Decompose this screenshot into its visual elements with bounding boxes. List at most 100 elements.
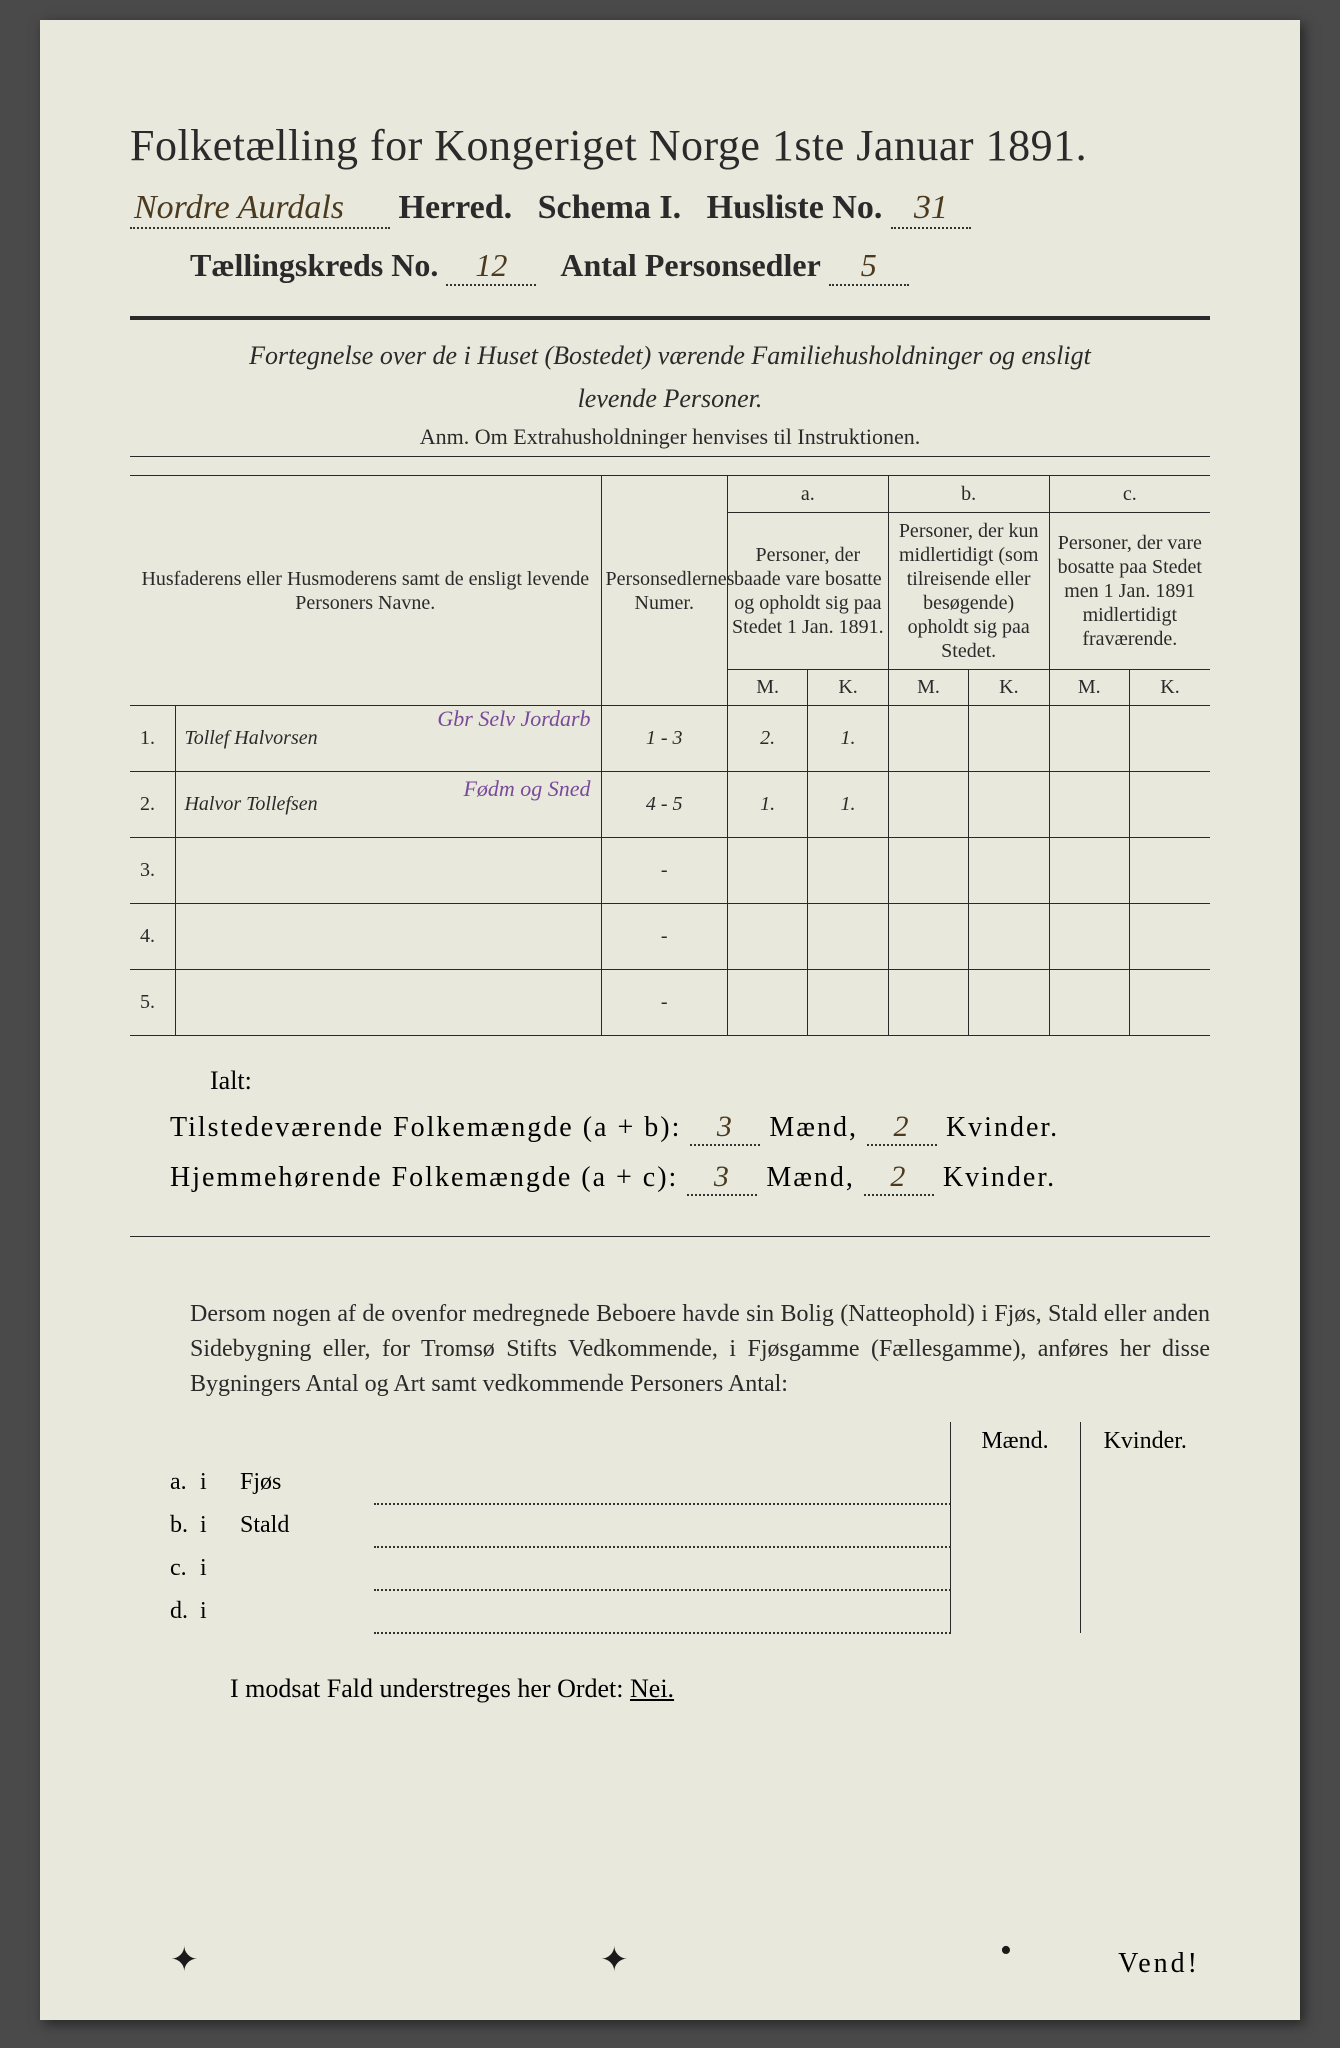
table-row: 1.Tollef HalvorsenGbr Selv Jordarb1 - 32…: [130, 706, 1210, 772]
row-b-m: [888, 772, 968, 838]
header-line-1: Nordre Aurdals Herred. Schema I. Huslist…: [130, 189, 1210, 229]
fortegnelse-2: levende Personer.: [130, 381, 1210, 416]
col-c-k: K.: [1129, 670, 1210, 706]
husliste-no: 31: [891, 189, 971, 229]
rule-thick: [130, 316, 1210, 320]
row-num: 5.: [130, 970, 176, 1036]
tick-mark: ✦: [170, 1940, 199, 1980]
fjos-dots: [374, 1461, 950, 1504]
row-c-m: [1049, 970, 1129, 1036]
herred-label: Herred.: [399, 189, 513, 226]
fjos-row: d.i: [130, 1590, 1210, 1633]
tot-maend-2: Mænd,: [766, 1162, 855, 1193]
fjos-letter: c.: [130, 1547, 194, 1590]
table-row: 2.Halvor TollefsenFødm og Sned4 - 51.1.: [130, 772, 1210, 838]
row-a-k: [808, 970, 888, 1036]
row-name: [176, 838, 601, 904]
fjos-type: [234, 1547, 374, 1590]
row-c-k: [1129, 904, 1210, 970]
fjos-k: [1080, 1547, 1210, 1590]
col-c-text: Personer, der vare bosatte paa Stedet me…: [1049, 513, 1210, 670]
col-b-k: K.: [969, 670, 1049, 706]
row-c-m: [1049, 838, 1129, 904]
tick-mark: •: [1000, 1932, 1012, 1970]
fjos-m: [950, 1504, 1080, 1547]
row-num: 2.: [130, 772, 176, 838]
kreds-no: 12: [446, 247, 536, 286]
col-b-label: b.: [888, 476, 1049, 513]
fjos-type: [234, 1590, 374, 1633]
rule-thin: [130, 456, 1210, 457]
fortegnelse-1: Fortegnelse over de i Huset (Bostedet) v…: [130, 338, 1210, 373]
col-name-text: Husfaderens eller Husmoderens samt de en…: [141, 568, 589, 614]
vend-label: Vend!: [1118, 1948, 1200, 1980]
col-a-k: K.: [808, 670, 888, 706]
fjos-m: [950, 1590, 1080, 1633]
col-c-label: c.: [1049, 476, 1210, 513]
fjos-m: [950, 1547, 1080, 1590]
row-c-m: [1049, 772, 1129, 838]
row-b-k: [969, 970, 1049, 1036]
row-a-m: [727, 904, 807, 970]
total-line-2: Hjemmehørende Folkemængde (a + c): 3 Mæn…: [130, 1160, 1210, 1196]
row-c-k: [1129, 838, 1210, 904]
row-b-k: [969, 904, 1049, 970]
row-c-k: [1129, 706, 1210, 772]
schema-label: Schema I.: [538, 189, 682, 226]
modsat-nei: Nei.: [630, 1674, 674, 1703]
paragraph-fjos: Dersom nogen af de ovenfor medregnede Be…: [130, 1297, 1210, 1401]
fjos-row: c.i: [130, 1547, 1210, 1590]
fjos-row: a.iFjøs: [130, 1461, 1210, 1504]
header-line-2: Tællingskreds No. 12 Antal Personsedler …: [130, 247, 1210, 286]
total-line-1: Tilstedeværende Folkemængde (a + b): 3 M…: [130, 1110, 1210, 1146]
row-b-k: [969, 772, 1049, 838]
fjos-table: Mænd. Kvinder. a.iFjøsb.iStaldc.id.i: [130, 1422, 1210, 1634]
tot-maend-1: Mænd,: [769, 1112, 858, 1143]
fjos-i: i: [194, 1547, 234, 1590]
col-c-m: M.: [1049, 670, 1129, 706]
col-a-label: a.: [727, 476, 888, 513]
fjos-dots: [374, 1504, 950, 1547]
row-a-k: 1.: [808, 706, 888, 772]
row-personnum: 1 - 3: [601, 706, 727, 772]
row-b-k: [969, 838, 1049, 904]
tot2-m: 3: [687, 1160, 757, 1196]
col-a-m: M.: [727, 670, 807, 706]
table-row: 4.-: [130, 904, 1210, 970]
fjos-maend-h: Mænd.: [950, 1422, 1080, 1461]
fjos-letter: b.: [130, 1504, 194, 1547]
row-personnum: 4 - 5: [601, 772, 727, 838]
fjos-m: [950, 1461, 1080, 1504]
fjos-row: b.iStald: [130, 1504, 1210, 1547]
page-title: Folketælling for Kongeriget Norge 1ste J…: [130, 120, 1210, 171]
husliste-label: Husliste No.: [707, 189, 883, 226]
row-b-k: [969, 706, 1049, 772]
fjos-i: i: [194, 1590, 234, 1633]
row-personnum: -: [601, 970, 727, 1036]
row-name: Tollef HalvorsenGbr Selv Jordarb: [176, 706, 601, 772]
rule-mid: [130, 1236, 1210, 1237]
anm-line: Anm. Om Extrahusholdninger henvises til …: [130, 424, 1210, 450]
fjos-dots: [374, 1590, 950, 1633]
row-personnum: -: [601, 838, 727, 904]
row-name: Halvor TollefsenFødm og Sned: [176, 772, 601, 838]
margin-note: Gbr Selv Jordarb: [437, 706, 590, 732]
table-row: 5. -: [130, 970, 1210, 1036]
col-b-m: M.: [888, 670, 968, 706]
antal-label: Antal Personsedler: [560, 247, 820, 283]
row-a-m: 2.: [727, 706, 807, 772]
fjos-type: Fjøs: [234, 1461, 374, 1504]
row-b-m: [888, 706, 968, 772]
row-a-k: 1.: [808, 772, 888, 838]
col-num-header: Personsedlernes Numer.: [601, 476, 727, 706]
margin-note: Fødm og Sned: [463, 776, 590, 802]
fjos-k: [1080, 1590, 1210, 1633]
row-num: 1.: [130, 706, 176, 772]
row-a-m: 1.: [727, 772, 807, 838]
document-page: Folketælling for Kongeriget Norge 1ste J…: [40, 20, 1300, 2020]
tot-kvinder-2: Kvinder.: [943, 1162, 1056, 1193]
row-c-k: [1129, 970, 1210, 1036]
modsat-text: I modsat Fald understreges her Ordet:: [230, 1674, 624, 1703]
col-b-text: Personer, der kun midlertidigt (som tilr…: [888, 513, 1049, 670]
tick-mark: ✦: [600, 1940, 629, 1980]
